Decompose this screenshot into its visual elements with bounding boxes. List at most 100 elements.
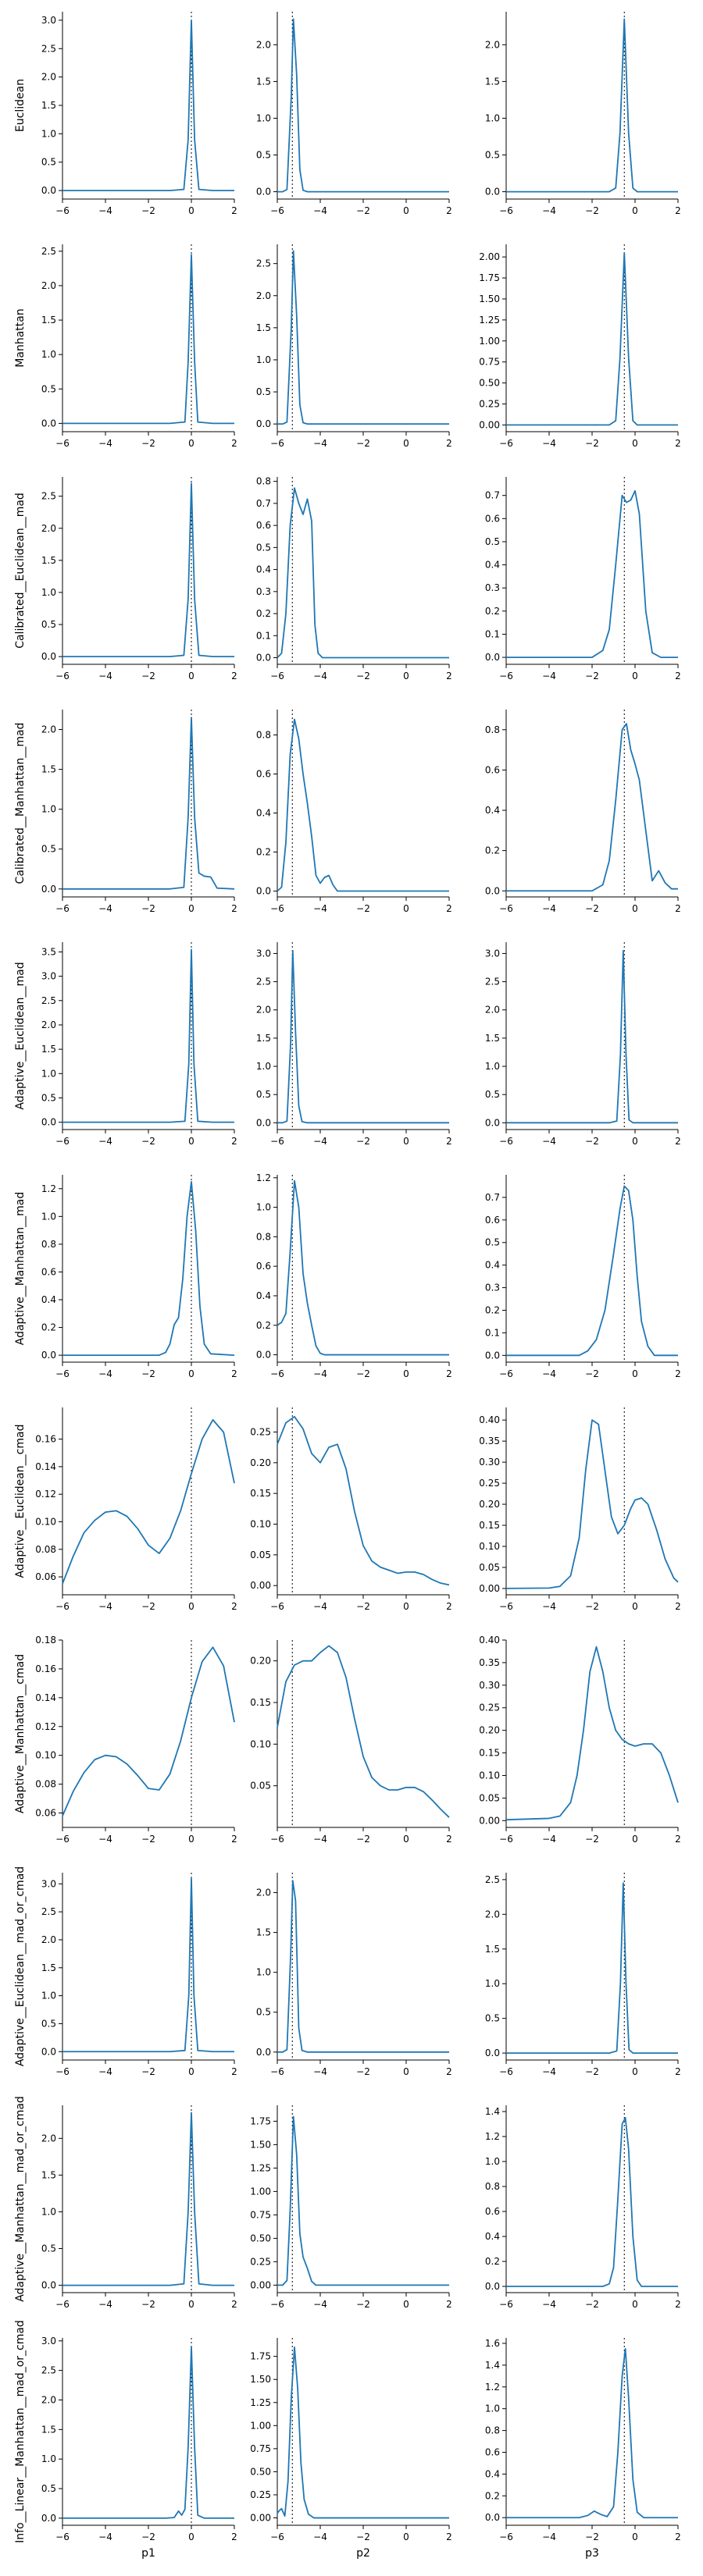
x-tick-label: 2 (231, 2299, 237, 2310)
y-tick-label: 0.4 (485, 1260, 500, 1271)
y-tick-label: 1.5 (485, 76, 500, 87)
y-tick-label: 1.5 (256, 1927, 271, 1938)
y-tick-label: 0.00 (479, 1583, 500, 1594)
x-tick-label: −6 (499, 438, 513, 449)
y-tick-label: 0.00 (250, 1580, 271, 1591)
y-tick-label: 0.08 (35, 1544, 56, 1555)
panel-p2: −6 −4 −2 0 2 0.05 0.10 0.15 0.20 (250, 1640, 452, 1845)
y-tick-label: 0.2 (41, 1322, 56, 1333)
panel-p1: −6 −4 −2 0 2 0.0 0.5 1.0 1.5 2.0 2.5 3.0 p1 (41, 2336, 237, 2560)
y-tick-label: 0.2 (485, 845, 500, 856)
y-tick-label: 0.25 (250, 1426, 271, 1437)
y-tick-label: 2.0 (41, 523, 56, 534)
y-tick-label: 1.50 (250, 2139, 271, 2150)
y-tick-label: 0.7 (485, 1192, 500, 1203)
x-tick-label: −2 (356, 2299, 370, 2310)
y-tick-label: 0.5 (256, 1089, 271, 1100)
row-3: Calibrated__Euclidean__mad −6 −4 −2 0 2 0.0 0.5… (14, 476, 681, 681)
x-tick-label: −2 (585, 438, 599, 449)
x-tick-label: −6 (55, 903, 70, 914)
density-curve (62, 2112, 234, 2286)
y-tick-label: 0.5 (41, 2018, 56, 2029)
x-tick-label: −6 (55, 2532, 70, 2542)
panel-p3: −6 −4 −2 0 2 0.0 0.5 1.0 1.5 2.0 (485, 12, 681, 216)
y-tick-label: 3.0 (41, 1878, 56, 1889)
x-tick-label: 2 (675, 1834, 681, 1845)
y-tick-label: 0.00 (479, 419, 500, 430)
y-tick-label: 1.5 (41, 1044, 56, 1055)
x-tick-label: −6 (270, 438, 284, 449)
y-tick-label: 2.0 (41, 2394, 56, 2405)
x-tick-label: 2 (231, 671, 237, 681)
y-tick-label: 2.5 (41, 491, 56, 502)
x-tick-label: −6 (55, 1136, 70, 1147)
x-tick-label: −2 (141, 2532, 155, 2542)
panel-p3: −6 −4 −2 0 2 0.0 0.5 1.0 1.5 2.0 2.5 3.0 (485, 942, 681, 1147)
y-tick-label: 0.8 (485, 2181, 500, 2192)
y-tick-label: 0.0 (41, 418, 56, 429)
panel-p1: −6 −4 −2 0 2 0.06 0.08 0.10 0.12 0.14 0.16 0.18 (35, 1635, 237, 1845)
x-tick-label: −2 (585, 1136, 599, 1147)
y-tick-label: 0.0 (256, 653, 271, 664)
density-curve (277, 2346, 449, 2519)
y-tick-label: 0.6 (485, 1215, 500, 1226)
x-tick-label: 2 (675, 205, 681, 216)
y-tick-label: 0.6 (485, 513, 500, 524)
x-tick-label: −2 (585, 205, 599, 216)
x-tick-label: −2 (585, 671, 599, 681)
y-tick-label: 0.5 (485, 150, 500, 161)
x-tick-label: −4 (542, 1368, 556, 1379)
y-tick-label: 2.0 (41, 72, 56, 83)
y-tick-label: 0.5 (41, 844, 56, 855)
row-11: Info__Linear__Manhattan__mad_or_cmad −6 −4… (14, 2320, 681, 2560)
x-tick-label: −2 (141, 205, 155, 216)
y-tick-label: 0.0 (256, 1350, 271, 1361)
x-tick-label: 0 (632, 1368, 638, 1379)
y-tick-label: 0.15 (250, 1697, 271, 1708)
x-tick-label: −2 (356, 2066, 370, 2077)
y-tick-label: 1.00 (250, 2420, 271, 2431)
y-tick-label: 0.2 (256, 608, 271, 619)
y-tick-label: 0.0 (256, 1117, 271, 1128)
y-tick-label: 0.10 (250, 1519, 271, 1530)
y-tick-label: 2.0 (41, 280, 56, 291)
density-curve (506, 1882, 678, 2055)
x-tick-label: 2 (231, 1136, 237, 1147)
x-tick-label: 2 (231, 1368, 237, 1379)
row-8: Adaptive__Manhattan__cmad −6 −4 −2 0 2 0.06 0.0… (14, 1635, 681, 1845)
x-tick-label: −4 (313, 1601, 327, 1612)
y-tick-label: 0.50 (250, 2233, 271, 2243)
x-tick-label: 2 (231, 438, 237, 449)
density-curve (277, 1179, 449, 1356)
panel-p3: −6 −4 −2 0 2 0.0 0.2 0.4 0.6 0.8 1.0 1.2 1.4 1.6 p3 (485, 2338, 681, 2560)
y-tick-label: 0.25 (479, 398, 500, 409)
y-tick-label: 2.5 (485, 1874, 500, 1885)
row-label: Adaptive__Manhattan__mad_or_cmad (14, 2096, 27, 2302)
y-tick-label: 0.10 (479, 1770, 500, 1781)
y-tick-label: 0.4 (256, 564, 271, 575)
y-tick-label: 0.2 (485, 606, 500, 617)
y-tick-label: 0.5 (41, 157, 56, 168)
y-tick-label: 1.00 (479, 336, 500, 347)
x-tick-label: 0 (188, 2532, 194, 2542)
panel-p2: −6 −4 −2 0 2 0.0 0.1 0.2 0.3 0.4 0.5 0.6 0.7 0.8 (256, 476, 452, 681)
row-label: Manhattan (14, 308, 27, 367)
x-tick-label: −4 (313, 2066, 327, 2077)
y-tick-label: 0.10 (479, 1541, 500, 1552)
x-tick-label: −2 (356, 671, 370, 681)
x-tick-label: −2 (141, 438, 155, 449)
x-tick-label: −2 (141, 2299, 155, 2310)
x-tick-label: 2 (675, 2066, 681, 2077)
x-tick-label: 0 (632, 205, 638, 216)
panel-p2: −6 −4 −2 0 2 0.0 0.5 1.0 1.5 2.0 (256, 12, 452, 216)
y-tick-label: 2.5 (41, 246, 56, 257)
y-tick-label: 0.5 (41, 1092, 56, 1103)
panel-p2: −6 −4 −2 0 2 0.0 0.5 1.0 1.5 2.0 (256, 1873, 452, 2077)
y-tick-label: 0.2 (485, 2256, 500, 2267)
x-tick-label: 2 (446, 2532, 452, 2542)
y-tick-label: 1.4 (485, 2360, 500, 2371)
x-tick-label: −6 (270, 2299, 284, 2310)
y-tick-label: 1.2 (256, 1172, 271, 1183)
x-tick-label: −4 (313, 903, 327, 914)
x-tick-label: 2 (231, 903, 237, 914)
